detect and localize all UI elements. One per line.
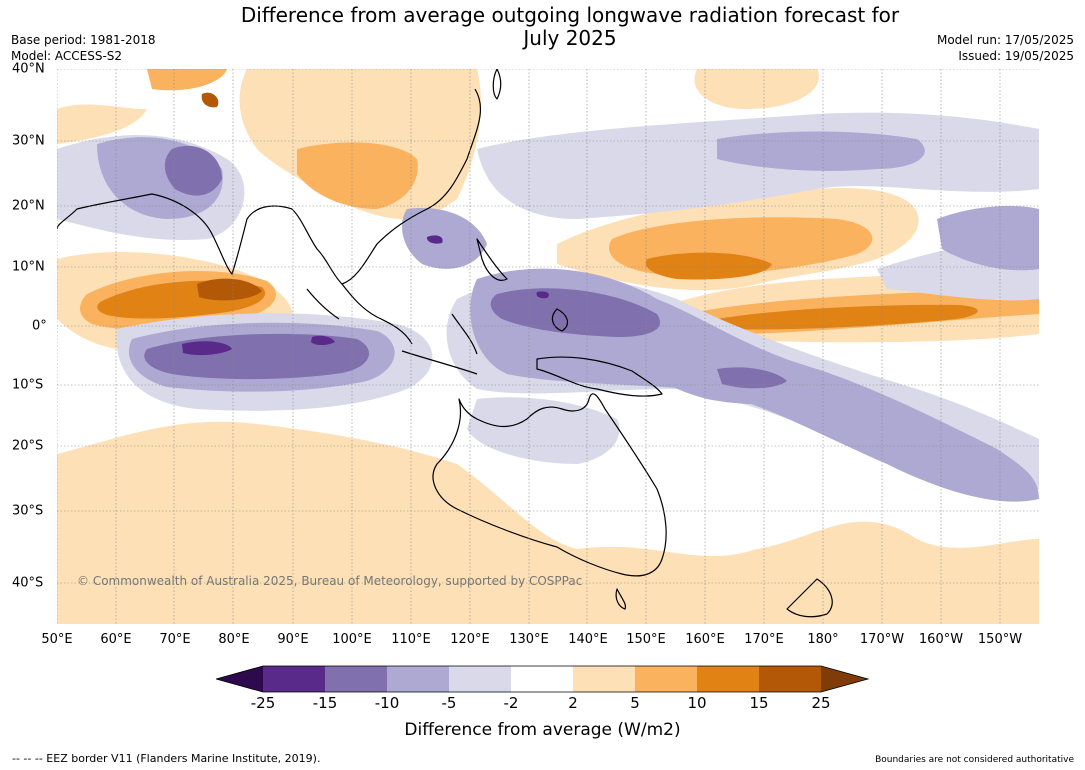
lon-tick: 150°W: [977, 632, 1023, 647]
cb-seg-m5-m2: [449, 666, 511, 692]
cb-label: 25: [811, 694, 831, 712]
cb-label: 2: [568, 694, 578, 712]
map-title: Difference from average outgoing longwav…: [0, 4, 1085, 50]
title-line-1: Difference from average outgoing longwav…: [240, 3, 900, 27]
coastlines: [57, 69, 833, 618]
lat-tick: 20°S: [12, 438, 44, 454]
graticule: [57, 69, 1039, 624]
cb-label: 10: [687, 694, 707, 712]
lon-tick: 160°E: [685, 632, 725, 647]
colorbar: [216, 665, 870, 693]
issued-date: Issued: 19/05/2025: [958, 49, 1074, 63]
cb-seg-m25-m15: [263, 666, 325, 692]
cb-label: -25: [250, 694, 276, 712]
title-line-2: July 2025: [523, 26, 617, 50]
cb-label: -15: [312, 694, 338, 712]
cb-seg-p5-p10: [635, 666, 697, 692]
lon-tick: 90°E: [277, 632, 309, 647]
lat-tick: 30°S: [12, 503, 44, 519]
lon-tick: 110°E: [391, 632, 431, 647]
cb-label: 15: [749, 694, 769, 712]
lat-tick: 20°N: [12, 198, 45, 214]
eez-note: -- -- -- EEZ border V11 (Flanders Marine…: [12, 752, 321, 765]
colorbar-title: Difference from average (W/m2): [404, 720, 681, 740]
cb-seg-p2-p5: [573, 666, 635, 692]
lon-tick: 120°E: [450, 632, 490, 647]
model-name: Model: ACCESS-S2: [11, 49, 123, 63]
lon-tick: 130°E: [509, 632, 549, 647]
cb-label: -2: [503, 694, 519, 712]
cb-seg-m15-m10: [325, 666, 387, 692]
cb-seg-p15-p25: [759, 666, 821, 692]
lat-tick: 10°N: [12, 259, 45, 275]
cb-label: -10: [374, 694, 400, 712]
cb-seg-m2-p2: [511, 666, 573, 692]
lat-tick: 40°S: [12, 575, 44, 591]
anomaly-dark-purple: [182, 235, 549, 356]
lon-tick: 180°: [807, 632, 839, 647]
lat-tick: 30°N: [12, 133, 45, 149]
lon-tick: 160°W: [918, 632, 964, 647]
lon-tick: 170°W: [859, 632, 905, 647]
lon-tick: 80°E: [218, 632, 250, 647]
cb-seg-p10-p15: [697, 666, 759, 692]
lon-tick: 150°E: [626, 632, 666, 647]
cb-outline: [216, 665, 870, 693]
cb-label: 5: [630, 694, 640, 712]
anomaly-deep-orange: [197, 92, 262, 301]
base-period: Base period: 1981-2018: [11, 33, 156, 47]
olr-anomaly-map: [57, 69, 1039, 624]
cb-seg-m10-m5: [387, 666, 449, 692]
lat-tick: 0°: [32, 318, 47, 334]
lon-tick: 170°E: [744, 632, 784, 647]
lon-tick: 70°E: [159, 632, 191, 647]
lon-tick: 50°E: [41, 632, 73, 647]
cb-seg-below-m25: [216, 666, 263, 692]
cb-seg-above-p25: [821, 666, 868, 692]
lon-tick: 100°E: [332, 632, 372, 647]
cb-label: -5: [441, 694, 457, 712]
boundaries-note: Boundaries are not considered authoritat…: [875, 755, 1074, 765]
copyright-text: © Commonwealth of Australia 2025, Bureau…: [77, 574, 583, 588]
lon-tick: 140°E: [568, 632, 608, 647]
lat-tick: 40°N: [12, 61, 45, 77]
lat-tick: 10°S: [12, 377, 44, 393]
model-run: Model run: 17/05/2025: [936, 33, 1074, 47]
meta-left: Base period: 1981-2018 Model: ACCESS-S2: [11, 32, 156, 64]
lon-tick: 60°E: [100, 632, 132, 647]
meta-right: Model run: 17/05/2025 Issued: 19/05/2025: [937, 32, 1074, 64]
